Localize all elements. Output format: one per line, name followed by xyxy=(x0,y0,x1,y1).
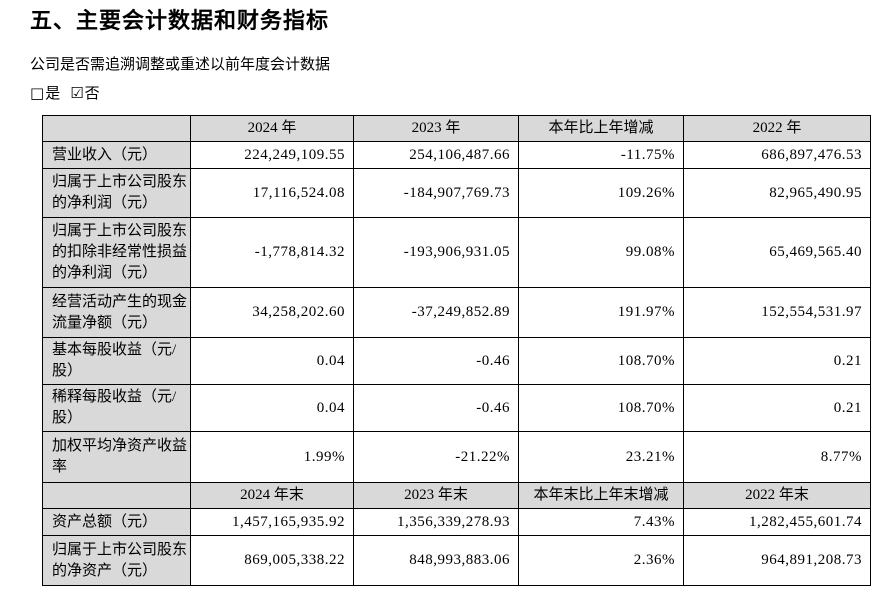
value-cell: 99.08% xyxy=(518,217,684,288)
header-cell: 2024 年 xyxy=(190,115,354,142)
value-cell: -11.75% xyxy=(518,141,684,169)
row-label: 资产总额（元） xyxy=(42,508,191,536)
value-cell: -21.22% xyxy=(353,431,519,483)
value-cell: 848,993,883.06 xyxy=(353,535,519,586)
value-cell: 152,554,531.97 xyxy=(683,287,871,338)
value-cell: -193,906,931.05 xyxy=(353,217,519,288)
value-cell: 964,891,208.73 xyxy=(683,535,871,586)
value-cell: 108.70% xyxy=(518,337,684,385)
option-yes: □是 xyxy=(30,84,61,102)
header-cell: 本年末比上年末增减 xyxy=(518,482,684,509)
table-row: 归属于上市公司股东的净利润（元） 17,116,524.08 -184,907,76… xyxy=(42,168,871,218)
header-cell: 本年比上年增减 xyxy=(518,115,684,142)
value-cell: 34,258,202.60 xyxy=(190,287,354,338)
table-row: 经营活动产生的现金流量净额（元） 34,258,202.60 -37,249,852… xyxy=(42,287,871,338)
row-label: 归属于上市公司股东的净利润（元） xyxy=(42,168,191,218)
option-no: ☑否 xyxy=(70,84,100,102)
section-title: 五、主要会计数据和财务指标 xyxy=(30,8,330,33)
row-label: 归属于上市公司股东的净资产（元） xyxy=(42,535,191,586)
checkbox-checked-icon: ☑ xyxy=(70,84,84,102)
header-row: 2024 年 2023 年本年比上年增减 2022 年 xyxy=(42,115,871,142)
header-corner-cell xyxy=(42,482,191,509)
value-cell: 7.43% xyxy=(518,508,684,536)
table-row: 加权平均净资产收益率 1.99% -21.22% 23.21% 8.77% xyxy=(42,431,871,483)
table-row: 基本每股收益（元/股） 0.04 -0.46 108.70% 0.21 xyxy=(42,337,871,385)
table-row: 稀释每股收益（元/股） 0.04 -0.46 108.70% 0.21 xyxy=(42,384,871,432)
value-cell: 0.04 xyxy=(190,384,354,432)
row-label: 稀释每股收益（元/股） xyxy=(42,384,191,432)
row-label: 加权平均净资产收益率 xyxy=(42,431,191,483)
row-label: 营业收入（元） xyxy=(42,141,191,169)
value-cell: -0.46 xyxy=(353,337,519,385)
restatement-question: 公司是否需追溯调整或重述以前年度会计数据 xyxy=(30,57,331,73)
financial-table-body: 2024 年 2023 年本年比上年增减 2022 年营业收入（元） 224,249,… xyxy=(42,115,871,586)
table-row: 归属于上市公司股东的净资产（元） 869,005,338.22 848,993,88… xyxy=(42,535,871,586)
value-cell: 2.36% xyxy=(518,535,684,586)
value-cell: 0.21 xyxy=(683,384,871,432)
restatement-options: □是 ☑否 xyxy=(30,84,873,103)
header-cell: 2023 年 xyxy=(353,115,519,142)
financial-table: 2024 年 2023 年本年比上年增减 2022 年营业收入（元） 224,249,… xyxy=(42,115,871,586)
value-cell: 109.26% xyxy=(518,168,684,218)
header-cell: 2022 年 xyxy=(683,115,871,142)
value-cell: 1,282,455,601.74 xyxy=(683,508,871,536)
header-cell: 2023 年末 xyxy=(353,482,519,509)
value-cell: -184,907,769.73 xyxy=(353,168,519,218)
value-cell: 254,106,487.66 xyxy=(353,141,519,169)
value-cell: 224,249,109.55 xyxy=(190,141,354,169)
value-cell: -0.46 xyxy=(353,384,519,432)
value-cell: 108.70% xyxy=(518,384,684,432)
option-no-label: 否 xyxy=(84,86,100,102)
value-cell: 1,457,165,935.92 xyxy=(190,508,354,536)
table-row: 资产总额（元） 1,457,165,935.92 1,356,339,278.93 7… xyxy=(42,508,871,536)
row-label: 基本每股收益（元/股） xyxy=(42,337,191,385)
row-label: 归属于上市公司股东的扣除非经常性损益的净利润（元） xyxy=(42,217,191,288)
table-row: 归属于上市公司股东的扣除非经常性损益的净利润（元） -1,778,814.32 -1… xyxy=(42,217,871,288)
header-cell: 2024 年末 xyxy=(190,482,354,509)
value-cell: 869,005,338.22 xyxy=(190,535,354,586)
header-corner-cell xyxy=(42,115,191,142)
value-cell: 686,897,476.53 xyxy=(683,141,871,169)
value-cell: 17,116,524.08 xyxy=(190,168,354,218)
header-cell: 2022 年末 xyxy=(683,482,871,509)
value-cell: -1,778,814.32 xyxy=(190,217,354,288)
value-cell: 1,356,339,278.93 xyxy=(353,508,519,536)
value-cell: -37,249,852.89 xyxy=(353,287,519,338)
value-cell: 8.77% xyxy=(683,431,871,483)
value-cell: 0.04 xyxy=(190,337,354,385)
header-row: 2024 年末 2023 年末 本年末比上年末增减 2022 年末 xyxy=(42,482,871,509)
checkbox-unchecked-icon: □ xyxy=(30,84,45,102)
value-cell: 191.97% xyxy=(518,287,684,338)
option-yes-label: 是 xyxy=(45,86,61,102)
value-cell: 0.21 xyxy=(683,337,871,385)
table-row: 营业收入（元） 224,249,109.55 254,106,487.66 -11.7… xyxy=(42,141,871,169)
value-cell: 82,965,490.95 xyxy=(683,168,871,218)
value-cell: 65,469,565.40 xyxy=(683,217,871,288)
value-cell: 23.21% xyxy=(518,431,684,483)
row-label: 经营活动产生的现金流量净额（元） xyxy=(42,287,191,338)
value-cell: 1.99% xyxy=(190,431,354,483)
